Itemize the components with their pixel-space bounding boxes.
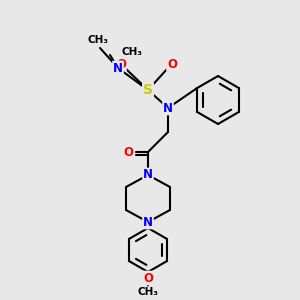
Text: N: N [143,215,153,229]
Text: O: O [123,146,133,158]
Text: CH₃: CH₃ [137,287,158,297]
Text: N: N [163,101,173,115]
Text: CH₃: CH₃ [88,35,109,45]
Text: O: O [116,58,126,70]
Text: O: O [143,272,153,284]
Text: O: O [167,58,177,70]
Text: N: N [113,61,123,74]
Text: S: S [143,83,153,97]
Text: N: N [143,169,153,182]
Text: CH₃: CH₃ [122,47,143,57]
